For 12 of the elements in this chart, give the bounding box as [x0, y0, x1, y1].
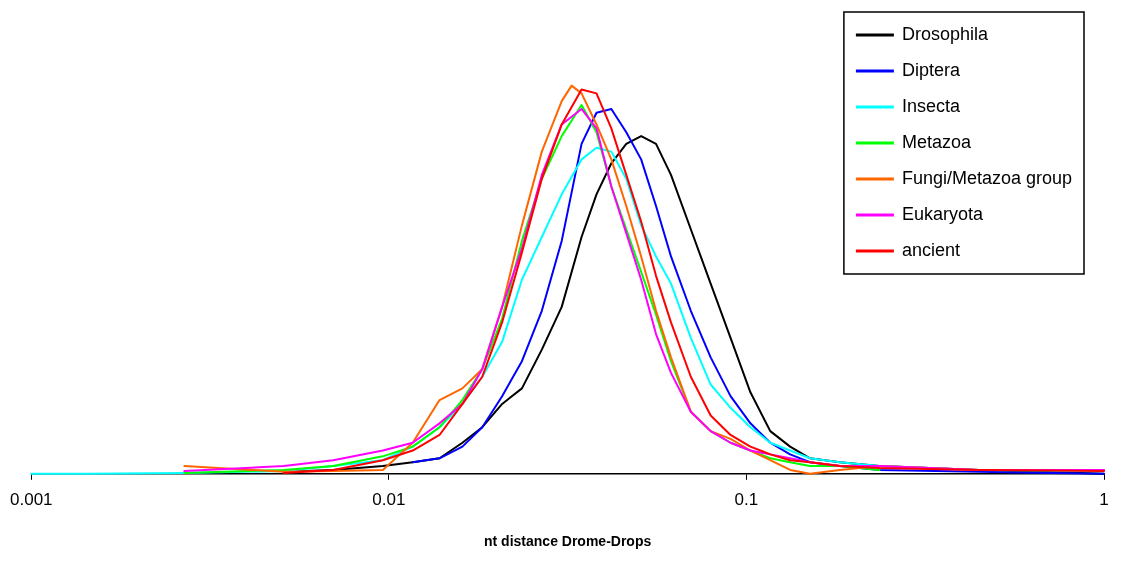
legend-label: ancient — [901, 239, 960, 260]
legend-label: Insecta — [901, 95, 961, 116]
legend-label: Fungi/Metazoa group — [901, 167, 1073, 188]
x-axis-title: nt distance Drome-Drops — [484, 533, 652, 550]
legend-label: Drosophila — [901, 23, 989, 44]
x-tick-label: 0.001 — [10, 489, 53, 509]
legend-label: Eukaryota — [901, 203, 984, 224]
x-tick-label: 0.01 — [372, 489, 406, 509]
legend-label: Metazoa — [901, 131, 972, 152]
x-tick-label: 0.1 — [734, 489, 759, 509]
x-tick-label: 1 — [1099, 489, 1109, 509]
legend-label: Diptera — [901, 59, 961, 80]
